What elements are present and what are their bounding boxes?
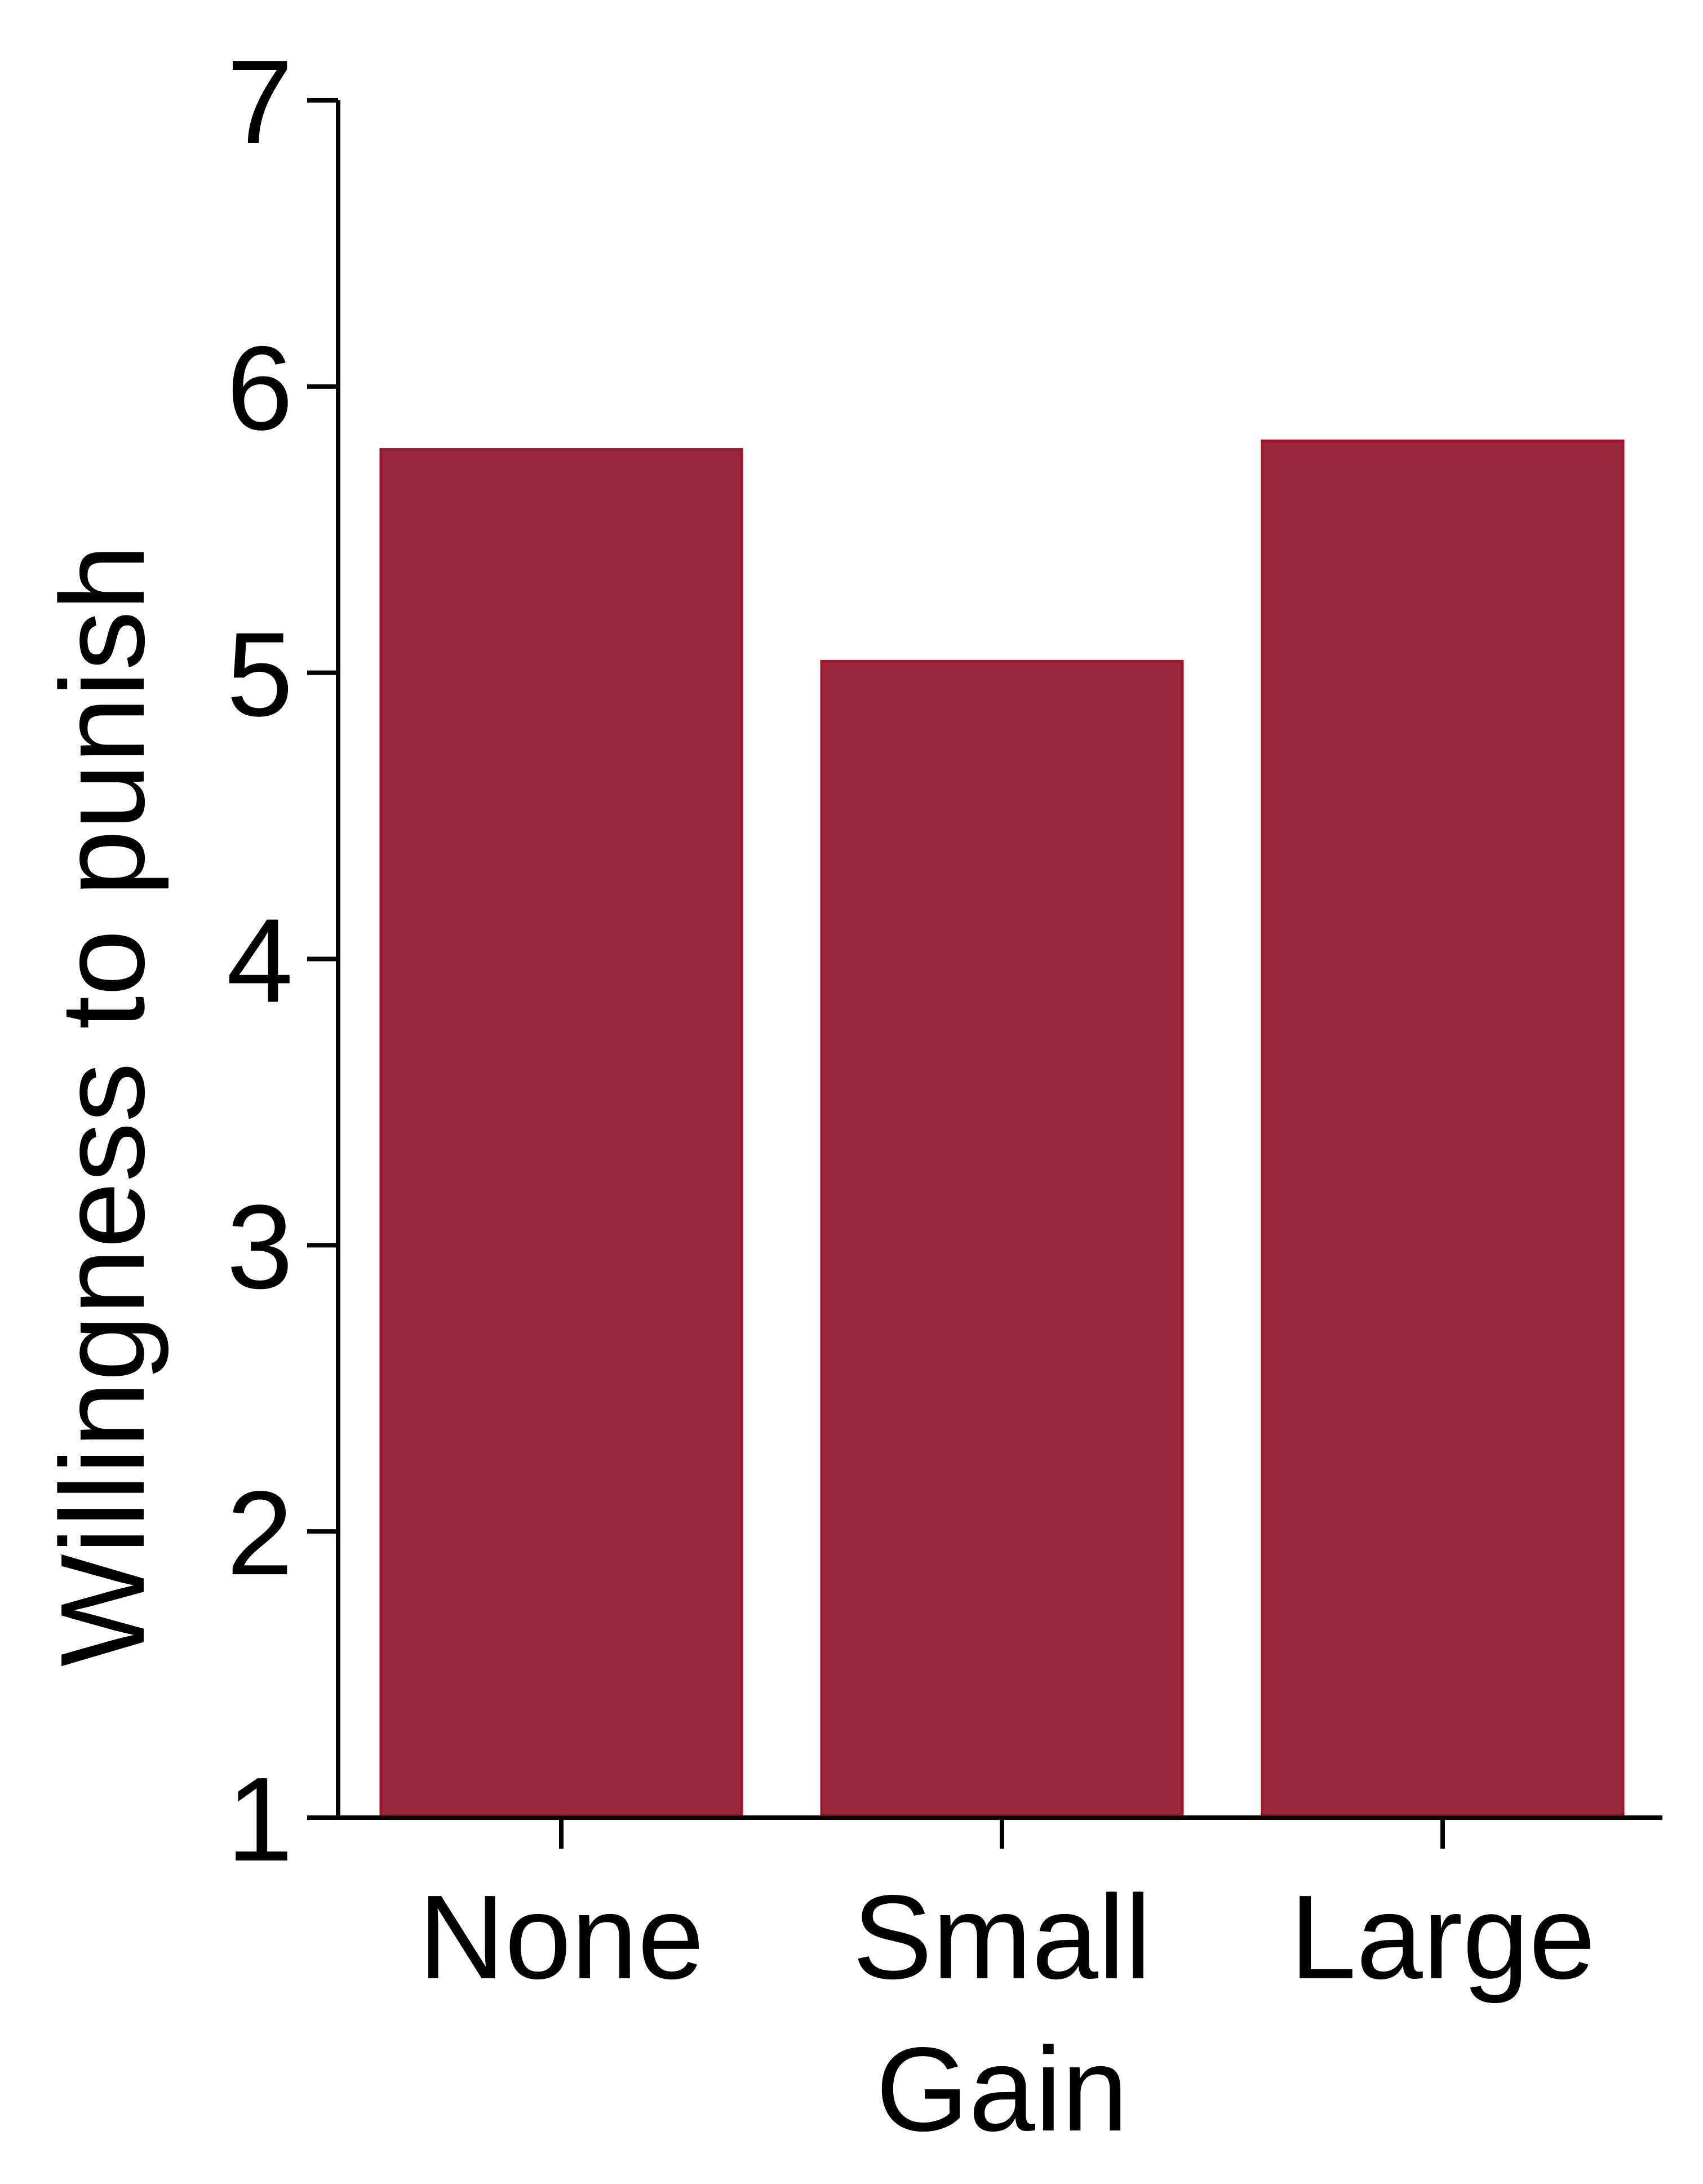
bar-none [379,448,743,1819]
y-tick-label-4: 4 [227,894,293,1027]
y-tick-label-7: 7 [227,35,293,169]
x-tick-label-large: Large [1290,1870,1595,2004]
bar-small [820,659,1184,1819]
bars-group [379,439,1625,1819]
y-tick-label-1: 1 [227,1752,293,1886]
y-tick-label-2: 2 [227,1466,293,1600]
bar-large [1261,439,1625,1819]
y-axis-label: Willingness to punish [36,544,169,1667]
y-ticks-group: 1 2 3 4 5 6 7 [227,35,338,1886]
y-tick-label-3: 3 [227,1180,293,1313]
x-axis-label: Gain [876,2022,1128,2156]
y-tick-label-6: 6 [227,321,293,455]
y-tick-label-5: 5 [227,608,293,741]
x-tick-label-small: Small [853,1870,1151,2004]
x-ticks-group: None Small Large [419,1818,1595,2004]
x-tick-label-none: None [419,1870,704,2004]
